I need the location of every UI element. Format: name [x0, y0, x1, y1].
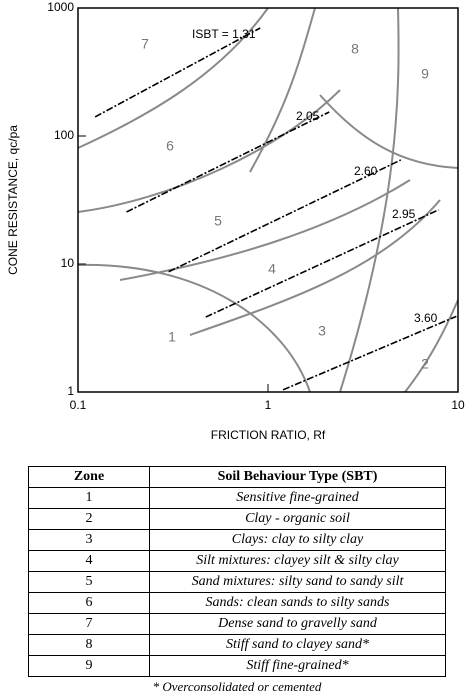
sbt-cell: Sands: clean sands to silty sands [149, 592, 446, 614]
y-tick-label: 10 [61, 256, 75, 270]
footnote: * Overconsolidated or cemented [152, 679, 322, 694]
y-tick-label: 1000 [47, 0, 74, 14]
table-row: 6 Sands: clean sands to silty sands [28, 592, 446, 614]
sbt-cell: Stiff sand to clayey sand* [149, 634, 446, 656]
sbt-cell: Sand mixtures: silty sand to sandy silt [149, 571, 446, 593]
table-body: 1 Sensitive fine-grained 2 Clay - organic s… [28, 487, 446, 677]
boundary [189, 199, 441, 336]
sbt-cell: Sensitive fine-grained [149, 487, 446, 509]
x-tick-label: 0.1 [70, 398, 87, 412]
sbt-cell: Clays: clay to silty clay [149, 529, 446, 551]
zone-label: 5 [214, 213, 222, 229]
table-row: 7 Dense sand to gravelly sand [28, 613, 446, 635]
zone-cell: 3 [28, 529, 150, 551]
zone-boundaries [77, 7, 459, 393]
header-cell: Soil Behaviour Type (SBT) [149, 466, 446, 488]
contour-label: 2.60 [354, 164, 378, 178]
zone-cell: 9 [28, 655, 150, 677]
zone-cell: 7 [28, 613, 150, 635]
zone-cell: 1 [28, 487, 150, 509]
zone-label: 3 [318, 323, 326, 339]
zone-cell: 8 [28, 634, 150, 656]
contour-label: 2.05 [296, 109, 320, 123]
boundary [339, 7, 400, 393]
header-row: Zone Soil Behaviour Type (SBT) [28, 466, 446, 488]
contour-label: 2.95 [392, 207, 416, 221]
zone-label: 8 [351, 41, 359, 57]
header-cell: Zone [28, 466, 150, 488]
x-tick-label: 10 [451, 398, 465, 412]
boundary [77, 89, 341, 213]
zone-cell: 6 [28, 592, 150, 614]
zone-label: 2 [421, 356, 429, 372]
zone-label: 4 [268, 261, 276, 277]
sbt-cell: Dense sand to gravelly sand [149, 613, 446, 635]
y-tick-label: 1 [67, 384, 74, 398]
chart: FRICTION RATIO, Rf CONE RESISTANCE, qc/p… [6, 0, 465, 442]
isbt-contour [168, 159, 402, 273]
zone-cell: 5 [28, 571, 150, 593]
zone-label: 6 [166, 138, 174, 154]
x-axis-label: FRICTION RATIO, Rf [211, 428, 326, 442]
zone-label: 7 [141, 36, 149, 52]
boundary [119, 179, 411, 281]
table-row: 9 Stiff fine-grained* [28, 655, 446, 677]
zone-label: 1 [168, 329, 176, 345]
table-row: 1 Sensitive fine-grained [28, 487, 446, 509]
isbt-contour [282, 315, 457, 391]
isbt-contour [126, 111, 330, 213]
sbt-table: Zone Soil Behaviour Type (SBT) 1 Sensitive… [28, 466, 446, 677]
sbt-cell: Silt mixtures: clayey silt & silty clay [149, 550, 446, 572]
isbt-contour [94, 27, 261, 118]
y-axis-label: CONE RESISTANCE, qc/pa [6, 125, 20, 275]
table-row: 5 Sand mixtures: silty sand to sandy silt [28, 571, 446, 593]
boundary [319, 94, 459, 169]
y-tick-label: 100 [54, 128, 74, 142]
table-row: 3 Clays: clay to silty clay [28, 529, 446, 551]
contour-label: 3.60 [414, 311, 438, 325]
boundary [249, 7, 316, 173]
contour-label: ISBT = 1.31 [192, 27, 256, 41]
zone-cell: 4 [28, 550, 150, 572]
x-tick-label: 1 [265, 398, 272, 412]
boundary [77, 7, 269, 149]
sbt-cell: Stiff fine-grained* [149, 655, 446, 677]
table-row: 4 Silt mixtures: clayey silt & silty clay [28, 550, 446, 572]
zone-label: 9 [421, 66, 429, 82]
table-row: 2 Clay - organic soil [28, 508, 446, 530]
boundary [77, 263, 311, 393]
table-row: 8 Stiff sand to clayey sand* [28, 634, 446, 656]
boundary [404, 299, 459, 393]
zone-cell: 2 [28, 508, 150, 530]
isbt-contour [205, 209, 439, 318]
sbt-cell: Clay - organic soil [149, 508, 446, 530]
